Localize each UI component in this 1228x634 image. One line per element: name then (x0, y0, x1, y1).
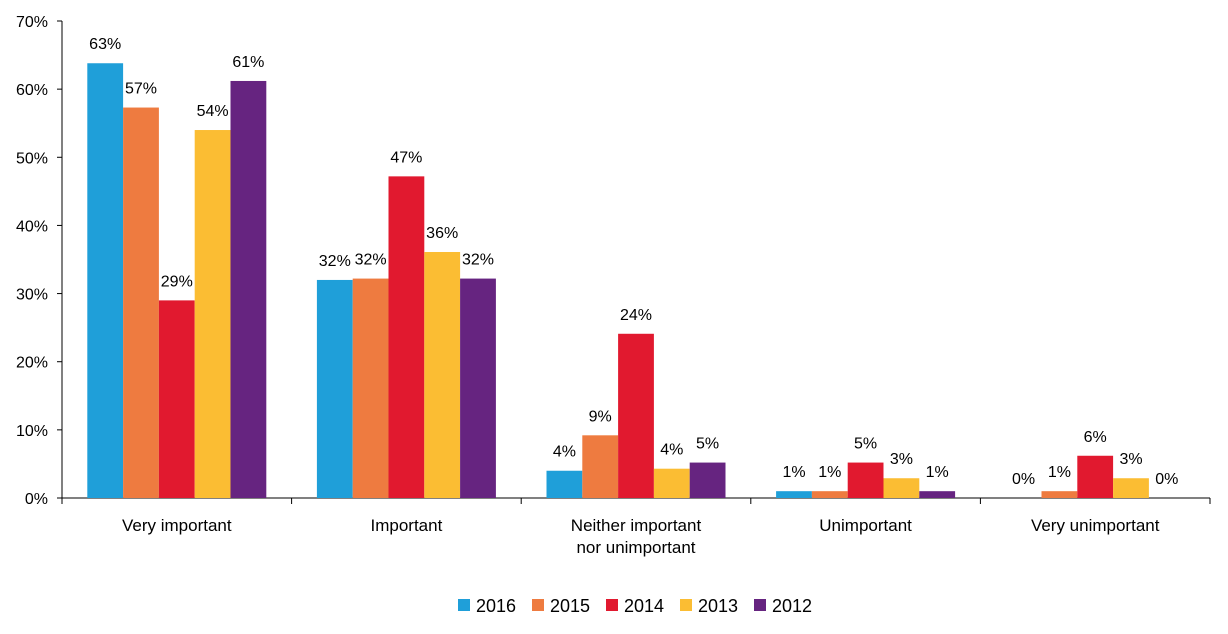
bar-2013-4 (1113, 478, 1149, 498)
x-category-label-line: Very unimportant (1031, 516, 1160, 535)
legend-item-2016: 2016 (458, 596, 516, 616)
bar-2015-0 (123, 107, 159, 498)
y-tick-label: 70% (16, 14, 48, 31)
data-label: 5% (696, 436, 719, 453)
legend-label: 2012 (772, 596, 812, 616)
y-axis: 0% 10% 20% 30% 40% 50% 60% 70% (16, 14, 63, 508)
data-label: 4% (660, 442, 683, 459)
bars (87, 63, 1149, 499)
legend: 2016 2015 2014 2013 2012 (458, 596, 812, 616)
data-label: 3% (1119, 451, 1142, 468)
bar-2015-3 (811, 491, 848, 498)
data-label: 1% (818, 464, 841, 481)
legend-swatch (606, 599, 618, 611)
bar-2012-1 (460, 278, 496, 498)
legend-swatch (680, 599, 692, 611)
x-category-label: Very unimportant (1031, 516, 1160, 535)
data-label: 47% (390, 149, 422, 166)
data-label: 0% (1155, 471, 1178, 488)
data-label: 1% (782, 464, 805, 481)
data-label: 63% (89, 36, 121, 53)
x-category-label: Very important (122, 516, 232, 535)
legend-swatch (754, 599, 766, 611)
legend-label: 2013 (698, 596, 738, 616)
data-label: 3% (890, 451, 913, 468)
bar-2014-1 (388, 176, 425, 498)
y-tick-label: 40% (16, 218, 48, 235)
legend-item-2013: 2013 (680, 596, 738, 616)
bar-2016-0 (87, 63, 124, 499)
data-label: 6% (1084, 429, 1107, 446)
data-label: 0% (1012, 471, 1035, 488)
data-label: 32% (462, 252, 494, 269)
data-label: 57% (125, 81, 157, 98)
data-label: 5% (854, 436, 877, 453)
data-label: 32% (319, 253, 351, 270)
legend-item-2012: 2012 (754, 596, 812, 616)
legend-swatch (458, 599, 470, 611)
x-category-label-line: Important (370, 516, 442, 535)
bar-2012-0 (230, 80, 267, 499)
x-category-label: Unimportant (819, 516, 912, 535)
x-category-label-line: Very important (122, 516, 232, 535)
bar-2013-1 (424, 252, 461, 498)
legend-item-2015: 2015 (532, 596, 590, 616)
data-label: 9% (589, 408, 612, 425)
bar-2013-2 (653, 468, 690, 498)
data-label: 61% (232, 54, 264, 71)
bar-2014-4 (1077, 455, 1114, 498)
bar-2014-3 (847, 462, 884, 498)
data-label: 32% (355, 252, 387, 269)
bar-2016-1 (316, 279, 353, 498)
x-category-label-line: nor unimportant (576, 538, 695, 557)
bar-2012-2 (689, 462, 726, 498)
x-category-label: Neither important nor unimportant (571, 516, 702, 557)
x-category-label: Important (370, 516, 442, 535)
y-tick-label: 30% (16, 287, 48, 304)
bar-2016-2 (546, 470, 583, 498)
data-label: 29% (161, 273, 193, 290)
bar-2013-0 (194, 130, 231, 498)
bar-2015-2 (582, 435, 619, 498)
data-label: 54% (197, 103, 229, 120)
legend-label: 2015 (550, 596, 590, 616)
legend-swatch (532, 599, 544, 611)
data-label: 4% (553, 444, 576, 461)
legend-label: 2014 (624, 596, 664, 616)
y-tick-label: 0% (25, 491, 48, 508)
y-tick-label: 60% (16, 82, 48, 99)
data-label: 36% (426, 225, 458, 242)
legend-item-2014: 2014 (606, 596, 664, 616)
y-tick-label: 20% (16, 355, 48, 372)
data-label: 1% (926, 464, 949, 481)
x-axis: Very important Important Neither important… (61, 497, 1211, 557)
data-label: 1% (1048, 464, 1071, 481)
bar-2013-3 (883, 478, 920, 498)
y-tick-label: 50% (16, 150, 48, 167)
x-category-label-line: Neither important (571, 516, 702, 535)
legend-label: 2016 (476, 596, 516, 616)
bar-2015-1 (352, 278, 389, 498)
data-label: 24% (620, 307, 652, 324)
bar-2012-3 (919, 491, 956, 498)
bar-2014-0 (158, 300, 195, 498)
y-tick-label: 10% (16, 423, 48, 440)
bar-2015-4 (1041, 491, 1078, 498)
bar-2014-2 (618, 333, 654, 498)
bar-2016-3 (776, 491, 812, 498)
x-category-label-line: Unimportant (819, 516, 912, 535)
data-labels: 63% 32% 4% 1% 0% 57% 32% 9% 1% 1% 29% 47% 24% 5% 6% 54%… (89, 36, 1178, 488)
